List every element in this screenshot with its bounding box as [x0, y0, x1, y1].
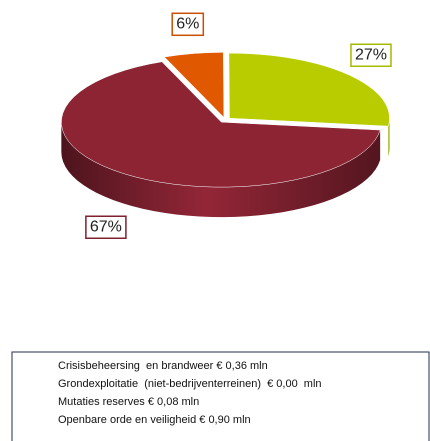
slice-side [61, 122, 381, 218]
data-label: 67% [90, 218, 122, 235]
pie: 27% 6% 67% [61, 12, 392, 239]
slice [61, 61, 381, 188]
label-box [171, 12, 205, 37]
label-box [350, 43, 392, 68]
data-label: 27% [355, 46, 387, 63]
slice [163, 52, 225, 118]
legend-box [11, 351, 430, 441]
legend-label: Crisisbeheersing en brandweer € 0,36 mln [58, 360, 268, 372]
label-box [85, 215, 127, 239]
legend-label: Grondexploitatie (niet-bedrijventerreine… [58, 378, 322, 390]
slice [228, 52, 390, 127]
legend-label: Openbare orde en veiligheid € 0,90 mln [58, 414, 251, 426]
slice-side [388, 118, 390, 157]
legend-label: Mutaties reserves € 0,08 mln [58, 396, 199, 408]
data-label: 6% [176, 16, 199, 33]
